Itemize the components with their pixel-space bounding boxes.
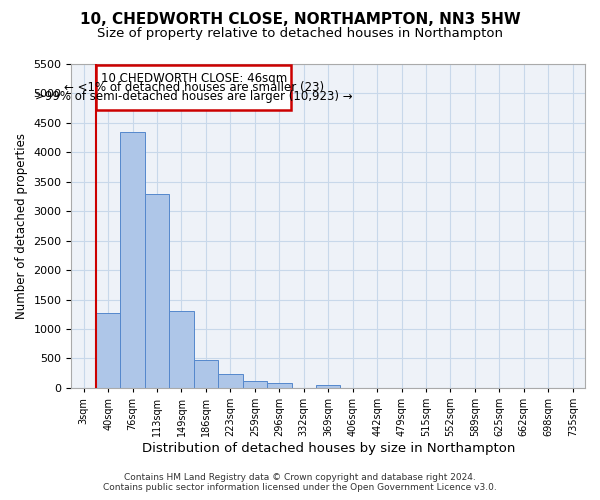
- Bar: [242, 381, 267, 388]
- Bar: [194, 360, 218, 388]
- Text: 10, CHEDWORTH CLOSE, NORTHAMPTON, NN3 5HW: 10, CHEDWORTH CLOSE, NORTHAMPTON, NN3 5H…: [80, 12, 520, 28]
- Text: >99% of semi-detached houses are larger (10,923) →: >99% of semi-detached houses are larger …: [35, 90, 353, 103]
- Bar: [121, 132, 145, 388]
- Bar: [169, 312, 194, 388]
- Bar: [316, 385, 340, 388]
- Text: ← <1% of detached houses are smaller (23): ← <1% of detached houses are smaller (23…: [64, 81, 324, 94]
- Bar: [96, 312, 121, 388]
- Text: Size of property relative to detached houses in Northampton: Size of property relative to detached ho…: [97, 28, 503, 40]
- Bar: [218, 374, 242, 388]
- Text: 10 CHEDWORTH CLOSE: 46sqm: 10 CHEDWORTH CLOSE: 46sqm: [101, 72, 287, 85]
- Bar: [267, 383, 292, 388]
- X-axis label: Distribution of detached houses by size in Northampton: Distribution of detached houses by size …: [142, 442, 515, 455]
- Bar: [97, 65, 291, 110]
- Y-axis label: Number of detached properties: Number of detached properties: [15, 133, 28, 319]
- Bar: [145, 194, 169, 388]
- Text: Contains HM Land Registry data © Crown copyright and database right 2024.
Contai: Contains HM Land Registry data © Crown c…: [103, 473, 497, 492]
